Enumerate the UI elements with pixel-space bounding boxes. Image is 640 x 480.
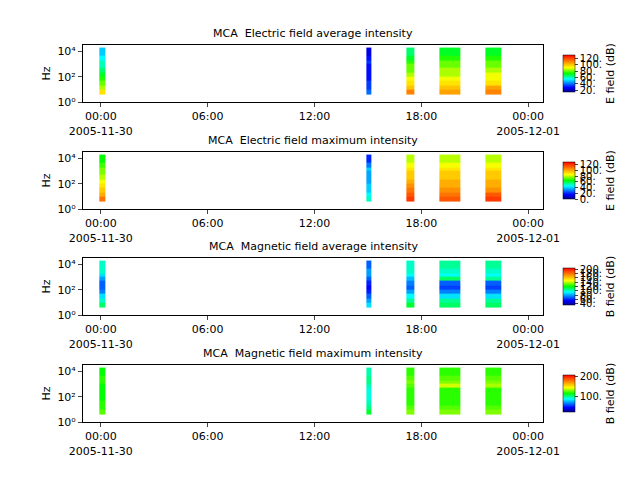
svg-text:MCA Magnetic field average in: MCA Magnetic field average intensity <box>209 240 418 253</box>
svg-text:100.: 100. <box>580 59 602 70</box>
svg-text:10⁴: 10⁴ <box>57 365 76 378</box>
svg-text:B field (dB): B field (dB) <box>604 363 617 424</box>
svg-text:140.: 140. <box>580 277 602 288</box>
svg-text:100.: 100. <box>580 285 602 296</box>
svg-text:10⁰: 10⁰ <box>57 416 76 429</box>
svg-text:E field (dB): E field (dB) <box>604 43 617 104</box>
svg-text:200.: 200. <box>580 371 602 382</box>
svg-text:120.: 120. <box>580 53 602 64</box>
svg-text:06:00: 06:00 <box>192 217 224 230</box>
svg-text:120.: 120. <box>580 159 602 170</box>
svg-text:Hz: Hz <box>40 386 53 400</box>
svg-text:12:00: 12:00 <box>299 323 331 336</box>
svg-text:100.: 100. <box>580 165 602 176</box>
svg-text:MCA Magnetic field maximum in: MCA Magnetic field maximum intensity <box>203 347 423 360</box>
svg-text:40.: 40. <box>580 78 596 89</box>
svg-text:100.: 100. <box>580 391 602 402</box>
svg-text:60.: 60. <box>580 176 596 187</box>
svg-text:00:002005-11-30: 00:002005-11-30 <box>69 110 133 137</box>
svg-text:0.: 0. <box>580 194 590 205</box>
svg-text:80.: 80. <box>580 171 596 182</box>
svg-text:10⁰: 10⁰ <box>57 96 76 109</box>
svg-text:10²: 10² <box>57 178 75 191</box>
svg-text:10⁴: 10⁴ <box>57 45 76 58</box>
svg-text:MCA Electric field average in: MCA Electric field average intensity <box>213 27 413 40</box>
svg-text:120.: 120. <box>580 281 602 292</box>
svg-text:06:00: 06:00 <box>192 323 224 336</box>
svg-text:10²: 10² <box>57 284 75 297</box>
svg-text:60.: 60. <box>580 294 596 305</box>
svg-text:E field (dB): E field (dB) <box>604 150 617 211</box>
svg-text:12:00: 12:00 <box>299 430 331 443</box>
svg-text:MCA Electric field maximum in: MCA Electric field maximum intensity <box>208 134 418 147</box>
svg-text:00:002005-11-30: 00:002005-11-30 <box>69 323 133 350</box>
svg-text:18:00: 18:00 <box>405 110 437 123</box>
svg-text:18:00: 18:00 <box>405 430 437 443</box>
svg-text:10⁴: 10⁴ <box>57 258 76 271</box>
svg-text:10²: 10² <box>57 391 75 404</box>
svg-text:20.: 20. <box>580 188 596 199</box>
svg-text:00:002005-11-30: 00:002005-11-30 <box>69 217 133 244</box>
svg-text:80.: 80. <box>580 66 596 77</box>
svg-text:40.: 40. <box>580 298 596 309</box>
svg-text:10⁰: 10⁰ <box>57 203 76 216</box>
svg-text:80.: 80. <box>580 290 596 301</box>
svg-text:10²: 10² <box>57 71 75 84</box>
svg-text:160.: 160. <box>580 272 602 283</box>
svg-text:200.: 200. <box>580 264 602 275</box>
svg-text:10⁴: 10⁴ <box>57 152 76 165</box>
svg-text:Hz: Hz <box>40 279 53 293</box>
svg-text:00:002005-12-01: 00:002005-12-01 <box>496 430 560 457</box>
svg-text:12:00: 12:00 <box>299 110 331 123</box>
svg-text:18:00: 18:00 <box>405 323 437 336</box>
svg-text:180.: 180. <box>580 268 602 279</box>
svg-text:10⁰: 10⁰ <box>57 309 76 322</box>
svg-text:00:002005-11-30: 00:002005-11-30 <box>69 430 133 457</box>
svg-text:06:00: 06:00 <box>192 110 224 123</box>
svg-text:12:00: 12:00 <box>299 217 331 230</box>
svg-text:40.: 40. <box>580 182 596 193</box>
svg-text:B field (dB): B field (dB) <box>604 256 617 317</box>
svg-text:00:002005-12-01: 00:002005-12-01 <box>496 217 560 244</box>
svg-text:00:002005-12-01: 00:002005-12-01 <box>496 110 560 137</box>
svg-text:06:00: 06:00 <box>192 430 224 443</box>
svg-text:00:002005-12-01: 00:002005-12-01 <box>496 323 560 350</box>
svg-text:20.: 20. <box>580 85 596 96</box>
svg-text:Hz: Hz <box>40 173 53 187</box>
svg-text:18:00: 18:00 <box>405 217 437 230</box>
svg-text:60.: 60. <box>580 72 596 83</box>
svg-text:Hz: Hz <box>40 66 53 80</box>
